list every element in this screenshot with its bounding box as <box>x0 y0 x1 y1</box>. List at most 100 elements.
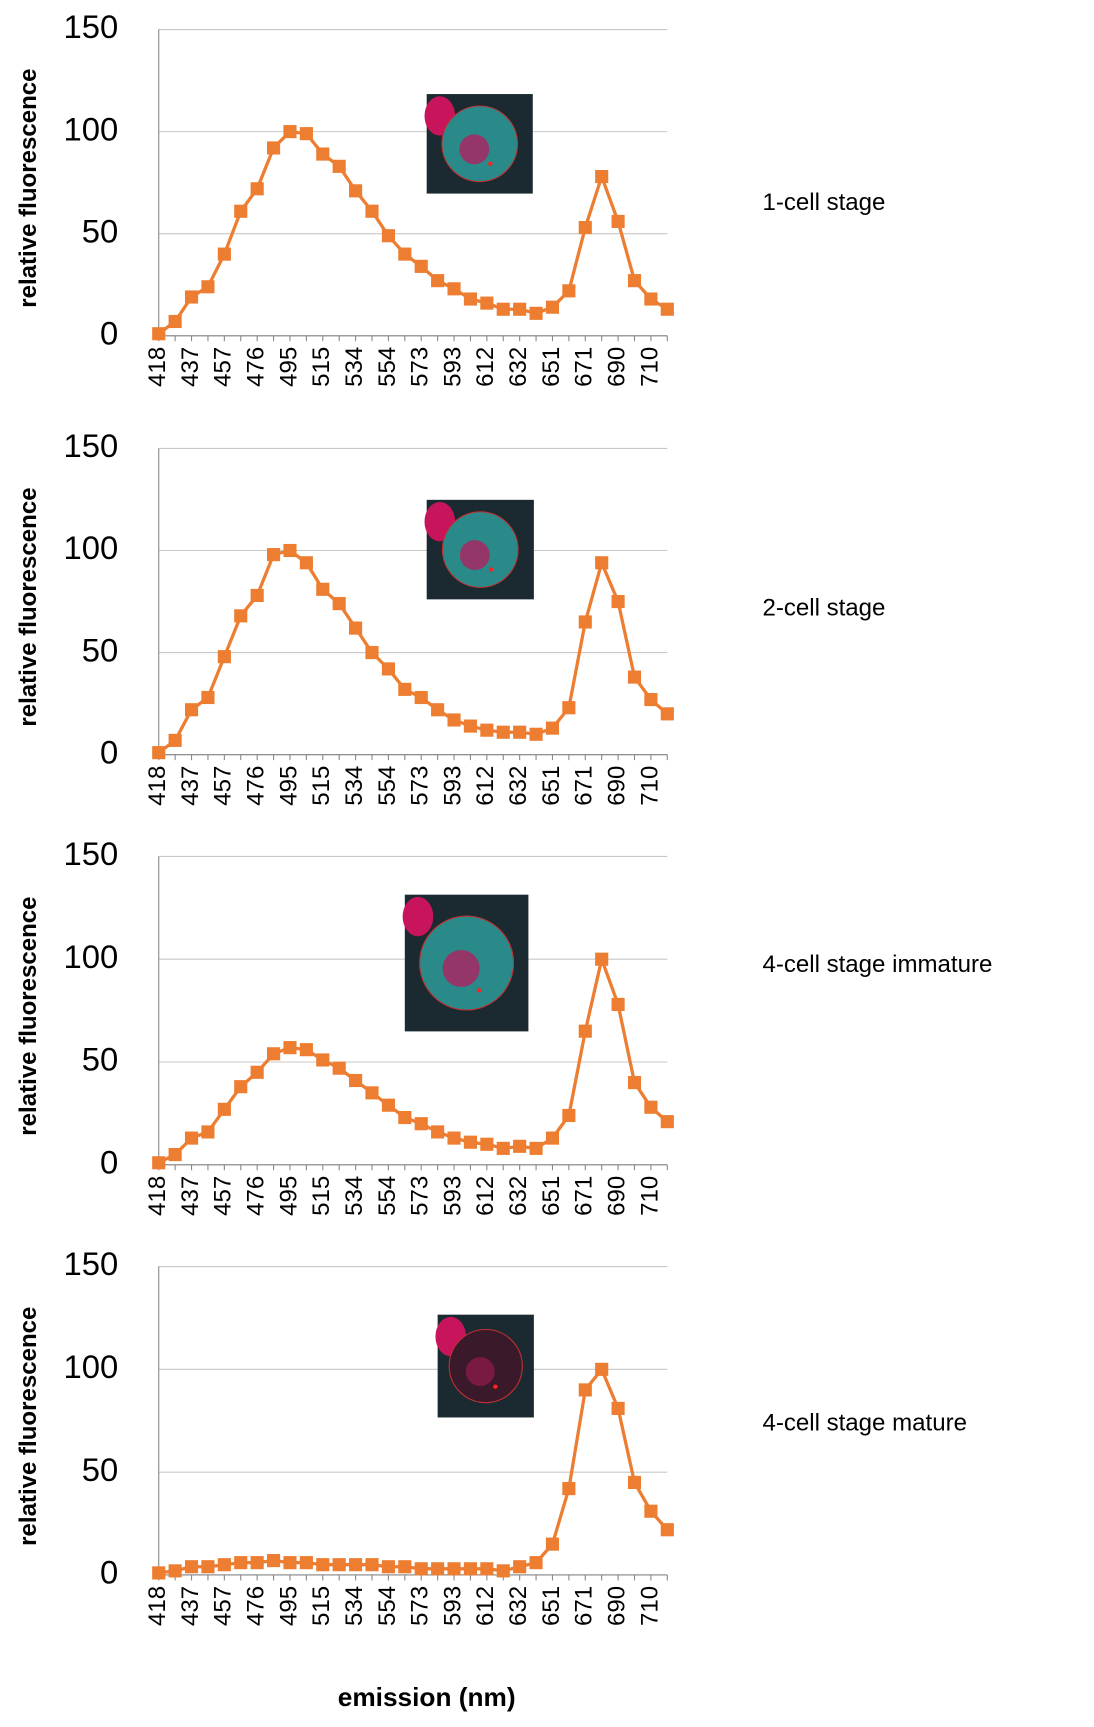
x-tick-label: 534 <box>341 766 368 806</box>
data-point <box>333 597 346 610</box>
x-tick-label: 651 <box>538 766 565 806</box>
y-tick-label: 150 <box>64 427 119 464</box>
data-point <box>628 274 641 287</box>
x-tick-label: 554 <box>374 1176 401 1216</box>
x-tick-label: 612 <box>472 347 499 387</box>
x-tick-label: 418 <box>144 766 171 806</box>
cell-spot <box>443 950 480 987</box>
data-point <box>382 229 395 242</box>
data-point <box>218 1558 231 1571</box>
data-point <box>546 1132 559 1145</box>
data-point <box>349 622 362 635</box>
data-point <box>464 720 477 733</box>
data-point <box>234 1556 247 1569</box>
marker <box>493 1384 497 1388</box>
x-tick-label: 554 <box>374 766 401 806</box>
data-point <box>579 221 592 234</box>
x-tick-label: 534 <box>341 1176 368 1216</box>
x-tick-label: 418 <box>144 347 171 387</box>
data-point <box>152 1156 165 1169</box>
data-point <box>333 1558 346 1571</box>
data-point <box>612 215 625 228</box>
annotation: 4-cell stage mature <box>762 1409 967 1436</box>
y-tick-label: 50 <box>82 631 118 668</box>
data-point <box>185 1560 198 1573</box>
x-tick-label: 534 <box>341 1586 368 1626</box>
x-tick-label: 690 <box>603 1586 630 1626</box>
x-tick-label: 515 <box>308 1176 335 1216</box>
data-point <box>661 1523 674 1536</box>
x-tick-label: 534 <box>341 347 368 387</box>
data-point <box>464 1136 477 1149</box>
x-axis-label: emission (nm) <box>338 1682 516 1712</box>
data-point <box>415 260 428 273</box>
data-point <box>316 1558 329 1571</box>
x-tick-label: 710 <box>636 766 663 806</box>
data-point <box>267 141 280 154</box>
x-tick-label: 457 <box>210 347 237 387</box>
data-point <box>169 734 182 747</box>
y-tick-label: 100 <box>64 1348 119 1385</box>
x-tick-label: 573 <box>407 1176 434 1216</box>
marker <box>489 567 493 571</box>
data-point <box>546 301 559 314</box>
x-tick-label: 690 <box>603 1176 630 1216</box>
data-point <box>431 1125 444 1138</box>
x-tick-label: 612 <box>472 1176 499 1216</box>
data-line <box>159 551 668 753</box>
x-tick-label: 418 <box>144 1586 171 1626</box>
data-point <box>201 691 214 704</box>
y-tick-label: 0 <box>100 733 118 770</box>
data-point <box>333 160 346 173</box>
data-point <box>513 726 526 739</box>
data-point <box>398 1111 411 1124</box>
x-tick-label: 632 <box>505 766 532 806</box>
x-tick-label: 593 <box>439 347 466 387</box>
x-tick-label: 651 <box>538 347 565 387</box>
data-point <box>218 1103 231 1116</box>
data-point <box>365 1086 378 1099</box>
data-point <box>480 1138 493 1151</box>
data-point <box>595 556 608 569</box>
x-tick-label: 495 <box>275 1176 302 1216</box>
x-tick-label: 632 <box>505 347 532 387</box>
data-point <box>447 282 460 295</box>
y-tick-label: 50 <box>82 212 118 249</box>
data-point <box>316 583 329 596</box>
data-point <box>185 290 198 303</box>
data-point <box>415 1562 428 1575</box>
x-tick-label: 437 <box>177 347 204 387</box>
data-point <box>497 303 510 316</box>
data-point <box>562 701 575 714</box>
cell-spot <box>460 540 490 570</box>
data-point <box>316 1053 329 1066</box>
x-tick-label: 495 <box>275 766 302 806</box>
data-point <box>267 548 280 561</box>
data-point <box>349 184 362 197</box>
data-point <box>349 1558 362 1571</box>
data-point <box>251 589 264 602</box>
x-tick-label: 573 <box>407 347 434 387</box>
y-axis-label: relative fluorescence <box>15 487 42 726</box>
data-point <box>300 1556 313 1569</box>
data-point <box>480 297 493 310</box>
x-tick-label: 573 <box>407 766 434 806</box>
x-tick-label: 554 <box>374 1586 401 1626</box>
data-point <box>300 556 313 569</box>
data-point <box>169 315 182 328</box>
data-point <box>398 683 411 696</box>
data-point <box>644 693 657 706</box>
data-point <box>628 1076 641 1089</box>
x-tick-label: 593 <box>439 1586 466 1626</box>
x-tick-label: 476 <box>243 766 270 806</box>
inset-image <box>403 895 529 1032</box>
page: {"chart_data": [ {"type": "line", "annot… <box>0 0 1094 1727</box>
data-point <box>234 609 247 622</box>
data-point <box>661 707 674 720</box>
marker <box>488 162 492 166</box>
data-point <box>562 1482 575 1495</box>
data-point <box>595 170 608 183</box>
x-tick-label: 457 <box>210 766 237 806</box>
x-tick-label: 632 <box>505 1176 532 1216</box>
data-point <box>415 1117 428 1130</box>
